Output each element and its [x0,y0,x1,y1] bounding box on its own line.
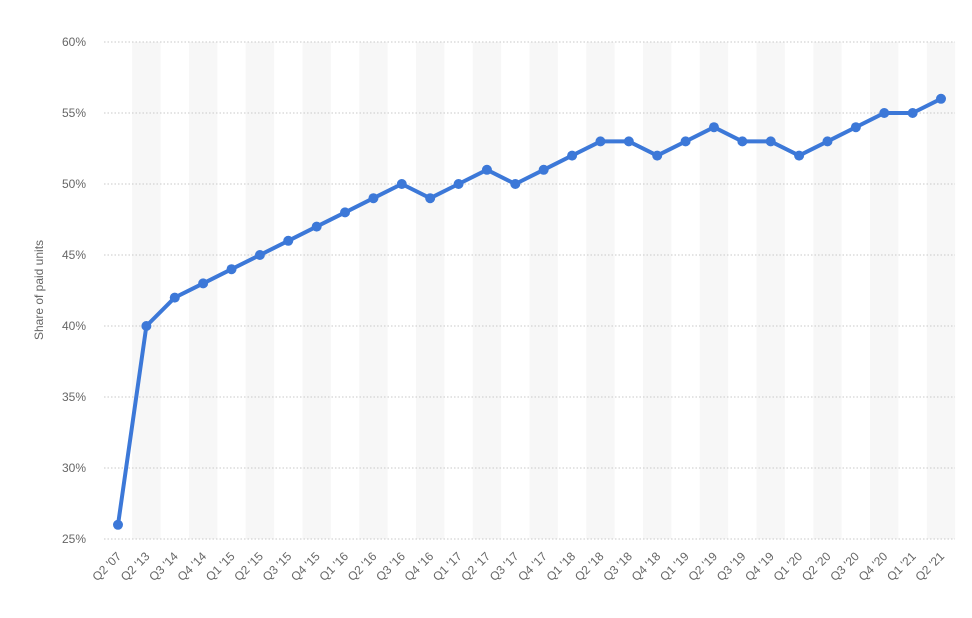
y-tick-label: 55% [62,106,86,120]
x-tick-label: Q2 '21 [912,549,947,584]
x-tick-label: Q3 '19 [714,549,749,584]
column-band [643,42,672,539]
y-tick-label: 60% [62,35,86,49]
x-tick-label: Q1 '19 [657,549,692,584]
column-band [132,42,161,539]
y-tick-label: 30% [62,461,86,475]
x-tick-label: Q4 '14 [175,549,210,584]
data-point[interactable] [254,250,265,260]
x-tick-label: Q1 '17 [430,549,465,584]
column-band [529,42,558,539]
x-tick-label: Q3 '15 [260,549,295,584]
data-point[interactable] [198,278,209,289]
data-point[interactable] [567,150,578,161]
y-tick-label: 35% [62,390,86,404]
data-point[interactable] [396,179,407,189]
column-band [926,42,956,539]
x-tick-label: Q4 '20 [856,549,891,584]
data-point[interactable] [481,164,492,175]
x-tick-label: Q3 '16 [373,549,408,584]
data-point[interactable] [936,93,946,104]
y-tick-label: 45% [62,248,86,262]
data-point[interactable] [794,150,805,161]
data-point[interactable] [652,150,663,161]
data-point[interactable] [907,108,918,118]
data-point[interactable] [340,207,351,218]
data-point[interactable] [226,264,237,275]
column-band [870,42,899,539]
column-band [472,42,502,539]
x-tick-label: Q1 '15 [203,549,238,584]
data-point[interactable] [623,136,634,147]
x-tick-label: Q3 '20 [827,549,862,584]
x-tick-label: Q2 '19 [685,549,720,584]
data-points [113,93,946,530]
data-point[interactable] [850,122,861,133]
series-line [116,96,943,527]
data-point[interactable] [113,519,123,530]
data-point[interactable] [425,193,436,204]
data-point[interactable] [765,136,776,147]
data-point[interactable] [141,321,152,331]
x-tick-label: Q2 '18 [572,549,607,584]
x-tick-label: Q4 '19 [742,549,777,584]
x-tick-label: Q1 '16 [317,549,352,584]
x-tick-label: Q2 '07 [89,549,124,584]
column-band [699,42,729,539]
x-tick-label: Q3 '18 [600,549,635,584]
y-tick-label: 50% [62,177,86,191]
column-band [245,42,275,539]
x-tick-label: Q4 '18 [629,549,664,584]
x-tick-label: Q2 '16 [345,549,380,584]
x-tick-label: Q4 '17 [515,549,550,584]
data-point[interactable] [169,292,180,303]
x-tick-label: Q1 '20 [771,549,806,584]
x-tick-label: Q3 '14 [146,549,181,584]
x-tick-label: Q4 '15 [288,549,323,584]
x-tick-label: Q2 '20 [799,549,834,584]
x-tick-label: Q3 '17 [487,549,522,584]
data-point[interactable] [879,108,890,118]
y-axis-ticks: 25% 30% 35% 40% 45% 50% 55% 60% [62,35,86,546]
column-band [813,42,842,539]
data-point[interactable] [680,136,691,147]
column-band [359,42,388,539]
y-axis-title: Share of paid units [32,240,46,340]
column-band [756,42,785,539]
column-bands [132,42,956,539]
data-point[interactable] [822,136,833,147]
x-tick-label: Q1 '21 [884,549,919,584]
x-tick-label: Q2 '17 [458,549,493,584]
x-tick-label: Q2 '13 [118,549,153,584]
column-band [586,42,615,539]
x-tick-label: Q1 '18 [544,549,579,584]
data-point[interactable] [510,179,521,189]
data-point[interactable] [595,136,606,147]
data-point[interactable] [453,179,464,189]
data-point[interactable] [538,164,549,175]
column-band [188,42,218,539]
data-point[interactable] [283,235,294,246]
x-tick-label: Q2 '15 [231,549,266,584]
column-band [415,42,445,539]
data-point[interactable] [368,193,379,204]
data-point[interactable] [311,221,322,232]
data-point[interactable] [737,136,748,147]
x-tick-label: Q4 '16 [402,549,437,584]
data-point[interactable] [708,122,719,133]
column-band [302,42,331,539]
y-tick-label: 25% [62,532,86,546]
y-tick-label: 40% [62,319,86,333]
